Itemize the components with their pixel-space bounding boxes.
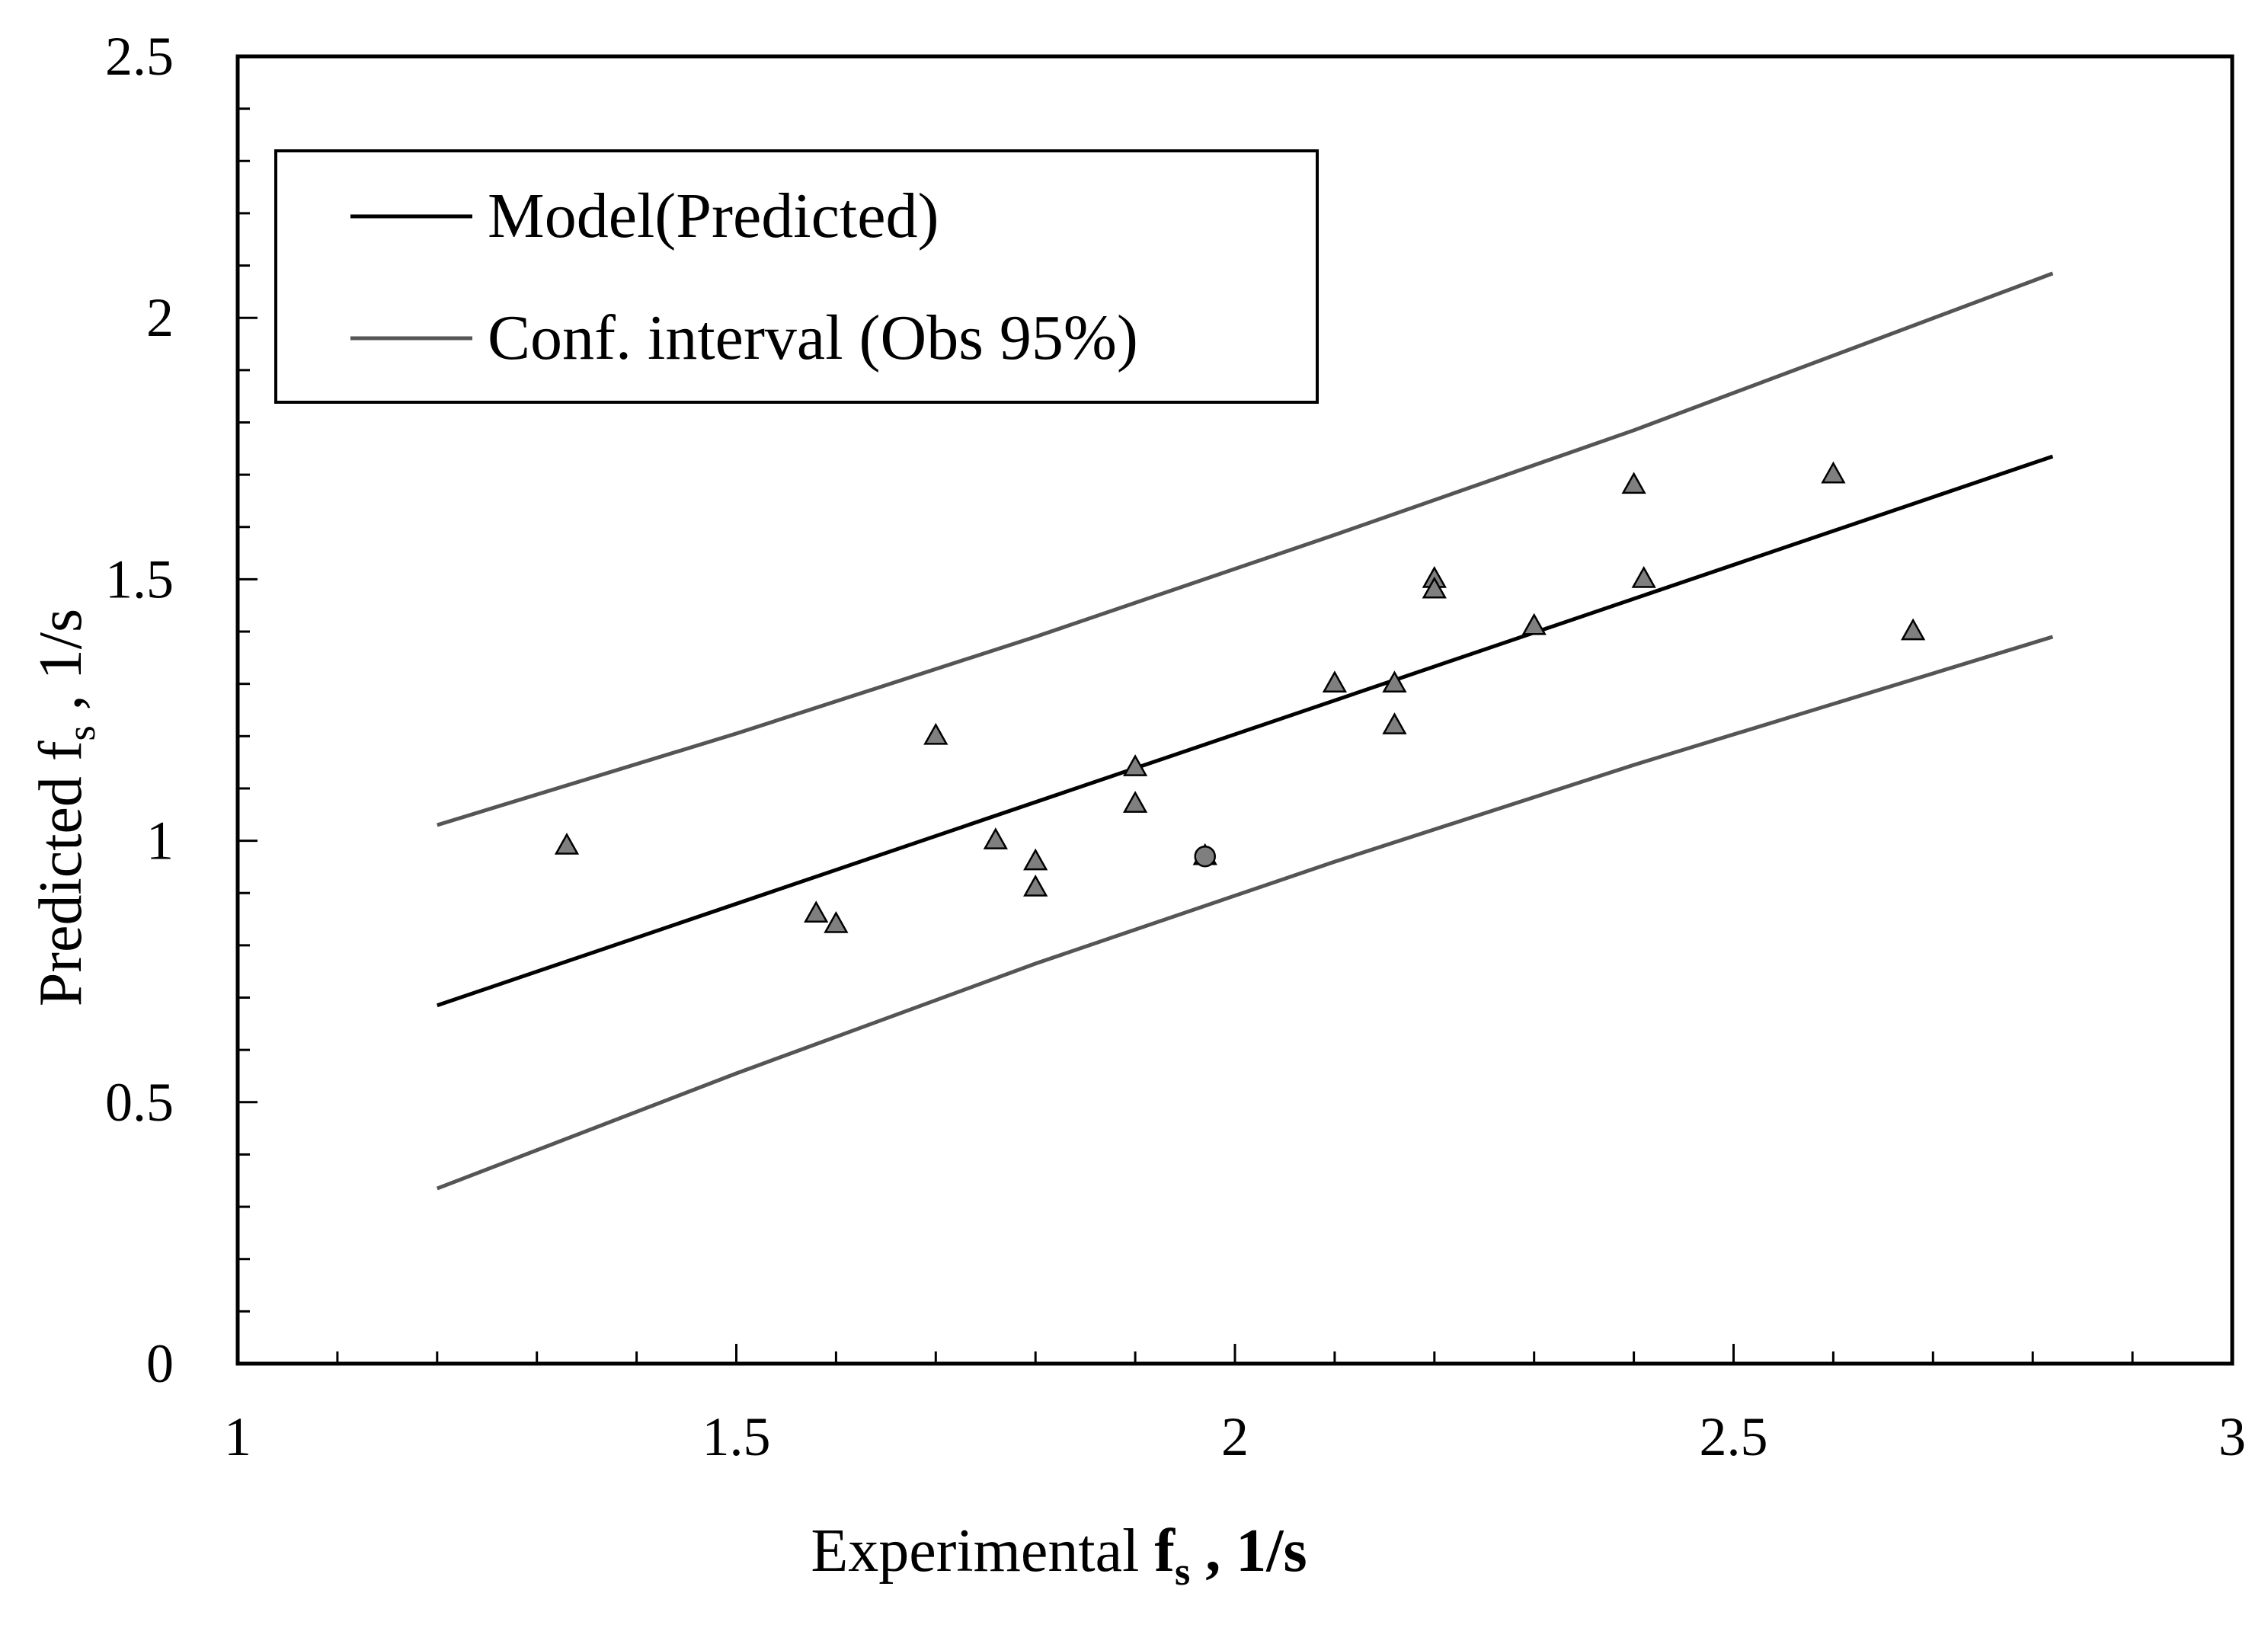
data-point-triangle	[1621, 472, 1646, 494]
data-point-triangle	[1631, 565, 1656, 588]
series-line-model-predicted-	[436, 454, 2054, 1008]
y-tick-label: 2.5	[105, 26, 174, 87]
data-point-circle	[1194, 845, 1216, 868]
legend-box	[274, 149, 1319, 404]
legend-label-conf-interval: Conf. interval (Obs 95%)	[488, 302, 1138, 373]
y-tick-label: 2	[146, 287, 174, 348]
x-tick-label: 3	[2218, 1406, 2246, 1467]
data-point-triangle	[1023, 848, 1048, 871]
data-point-triangle	[554, 833, 580, 855]
y-axis-title: Predicted fs , 1/s	[27, 609, 104, 1006]
data-point-triangle	[1900, 618, 1926, 641]
data-point-triangle	[1322, 670, 1348, 693]
y-tick-label: 1.5	[105, 549, 174, 609]
data-point-triangle	[1382, 670, 1407, 693]
data-point-triangle	[1122, 754, 1148, 776]
data-point-triangle	[1821, 461, 1846, 484]
data-point-triangle	[1422, 576, 1447, 599]
y-tick-label: 1	[146, 811, 174, 872]
data-point-triangle	[824, 910, 849, 933]
ticks-layer	[236, 55, 2234, 1365]
x-tick-label: 1	[224, 1406, 251, 1467]
x-axis-title: Experimental fs , 1/s	[811, 1518, 1307, 1594]
data-point-triangle	[1023, 874, 1048, 897]
data-point-triangle	[983, 827, 1008, 849]
legend: Model(Predicted) Conf. interval (Obs 95%…	[274, 149, 1319, 404]
x-tick-label: 2.5	[1700, 1406, 1768, 1467]
x-tick-label: 1.5	[702, 1406, 771, 1467]
x-tick-label: 2	[1221, 1406, 1249, 1467]
data-point-triangle	[1521, 612, 1547, 635]
labels-layer: 1 1.5 2 2.5 3 0 0.5 1 1.5 2 2.5	[105, 26, 2246, 1467]
y-tick-label: 0.5	[105, 1072, 174, 1133]
data-point-triangle	[1382, 712, 1407, 734]
data-point-triangle	[923, 722, 948, 745]
series-line-conf-interval-upper	[437, 271, 2054, 827]
series-layer	[436, 271, 2054, 1191]
series-line-conf-interval-lower	[436, 635, 2054, 1191]
data-point-triangle	[804, 900, 829, 923]
y-tick-label: 0	[146, 1333, 174, 1394]
legend-label-model: Model(Predicted)	[488, 181, 939, 251]
data-point-triangle	[1122, 791, 1148, 813]
